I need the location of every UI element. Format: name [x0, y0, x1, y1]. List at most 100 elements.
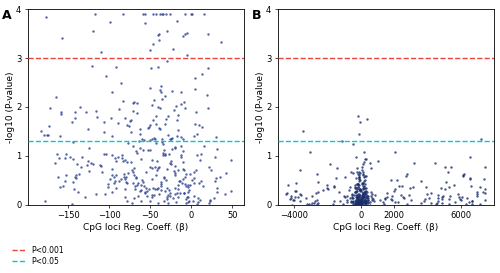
- Point: [360, 203, 368, 207]
- Point: [354, 201, 362, 206]
- Point: [102, 74, 110, 79]
- Point: [118, 159, 126, 163]
- Point: [160, 175, 168, 179]
- Point: [104, 185, 112, 189]
- Point: [346, 188, 354, 192]
- Point: [129, 170, 137, 174]
- Point: [362, 198, 370, 203]
- Point: [119, 12, 127, 16]
- Point: [353, 189, 361, 193]
- Point: [346, 185, 354, 189]
- Point: [290, 188, 298, 193]
- Point: [200, 144, 208, 148]
- Point: [176, 191, 184, 195]
- Point: [174, 179, 182, 183]
- Point: [352, 182, 360, 186]
- Point: [126, 119, 134, 123]
- Point: [184, 183, 192, 188]
- Point: [82, 110, 90, 115]
- Point: [454, 192, 462, 197]
- Point: [177, 144, 185, 148]
- Point: [481, 186, 489, 191]
- Point: [150, 97, 158, 102]
- Point: [350, 142, 358, 147]
- Point: [180, 174, 188, 179]
- Point: [166, 152, 173, 156]
- Point: [312, 191, 320, 195]
- Point: [174, 127, 182, 132]
- Point: [286, 197, 294, 201]
- Point: [212, 176, 220, 180]
- Point: [100, 120, 108, 124]
- Point: [353, 195, 361, 200]
- Point: [352, 199, 360, 204]
- Point: [432, 201, 440, 206]
- Point: [360, 198, 368, 202]
- Point: [360, 149, 368, 154]
- Point: [160, 152, 168, 156]
- Point: [482, 191, 490, 195]
- Point: [144, 189, 152, 193]
- Point: [390, 186, 398, 191]
- Point: [160, 199, 168, 203]
- Point: [304, 202, 312, 206]
- Point: [212, 179, 220, 184]
- Point: [352, 200, 360, 205]
- Point: [466, 155, 473, 159]
- Point: [482, 198, 490, 203]
- Point: [361, 174, 369, 178]
- Point: [357, 194, 365, 199]
- Point: [390, 188, 398, 193]
- Point: [74, 189, 82, 194]
- Point: [84, 159, 92, 163]
- Point: [355, 132, 363, 136]
- Point: [356, 177, 364, 181]
- Point: [130, 173, 138, 177]
- Point: [139, 148, 147, 152]
- Point: [193, 132, 201, 136]
- Point: [308, 201, 316, 205]
- Point: [334, 166, 342, 171]
- Point: [176, 179, 184, 184]
- Point: [362, 191, 370, 196]
- Point: [358, 203, 366, 207]
- Point: [304, 202, 312, 206]
- Point: [358, 200, 366, 204]
- Point: [308, 203, 316, 207]
- Point: [186, 183, 194, 188]
- Point: [97, 49, 105, 54]
- Point: [362, 178, 370, 182]
- Point: [434, 193, 442, 198]
- Point: [347, 200, 355, 204]
- Point: [150, 118, 158, 122]
- Point: [179, 34, 187, 38]
- Point: [222, 171, 230, 175]
- Point: [174, 191, 182, 196]
- Point: [200, 12, 207, 16]
- Point: [138, 199, 145, 204]
- Point: [136, 132, 144, 136]
- Point: [444, 170, 452, 175]
- Point: [298, 128, 306, 133]
- Point: [421, 197, 429, 201]
- Point: [358, 173, 366, 178]
- Point: [354, 200, 362, 204]
- Point: [122, 177, 130, 181]
- Point: [149, 41, 157, 46]
- Point: [366, 199, 374, 204]
- Point: [146, 123, 154, 127]
- Point: [364, 194, 372, 198]
- Point: [133, 182, 141, 187]
- Point: [160, 148, 168, 153]
- Point: [182, 184, 190, 188]
- Point: [353, 192, 361, 197]
- Point: [362, 189, 370, 193]
- Point: [349, 201, 357, 206]
- Point: [362, 194, 370, 198]
- Point: [364, 200, 372, 204]
- Point: [368, 192, 376, 196]
- Point: [361, 157, 369, 161]
- Point: [108, 173, 116, 177]
- Point: [166, 161, 173, 165]
- Point: [58, 112, 66, 116]
